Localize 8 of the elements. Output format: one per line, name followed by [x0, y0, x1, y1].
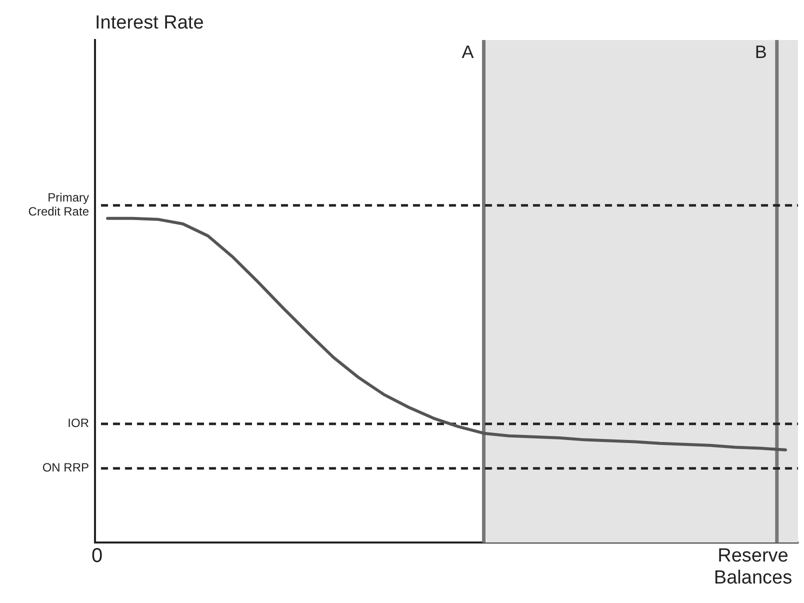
- text: A: [462, 42, 474, 62]
- ref-line-label: Primary Credit Rate: [28, 190, 90, 219]
- text: B: [754, 42, 767, 62]
- ref-line-label: IOR: [68, 416, 90, 430]
- x-axis-title: Reserve Balances: [714, 545, 792, 588]
- text: 0: [91, 545, 103, 568]
- text: Interest Rate: [95, 12, 204, 34]
- ref-line-label: ON RRP: [42, 460, 89, 475]
